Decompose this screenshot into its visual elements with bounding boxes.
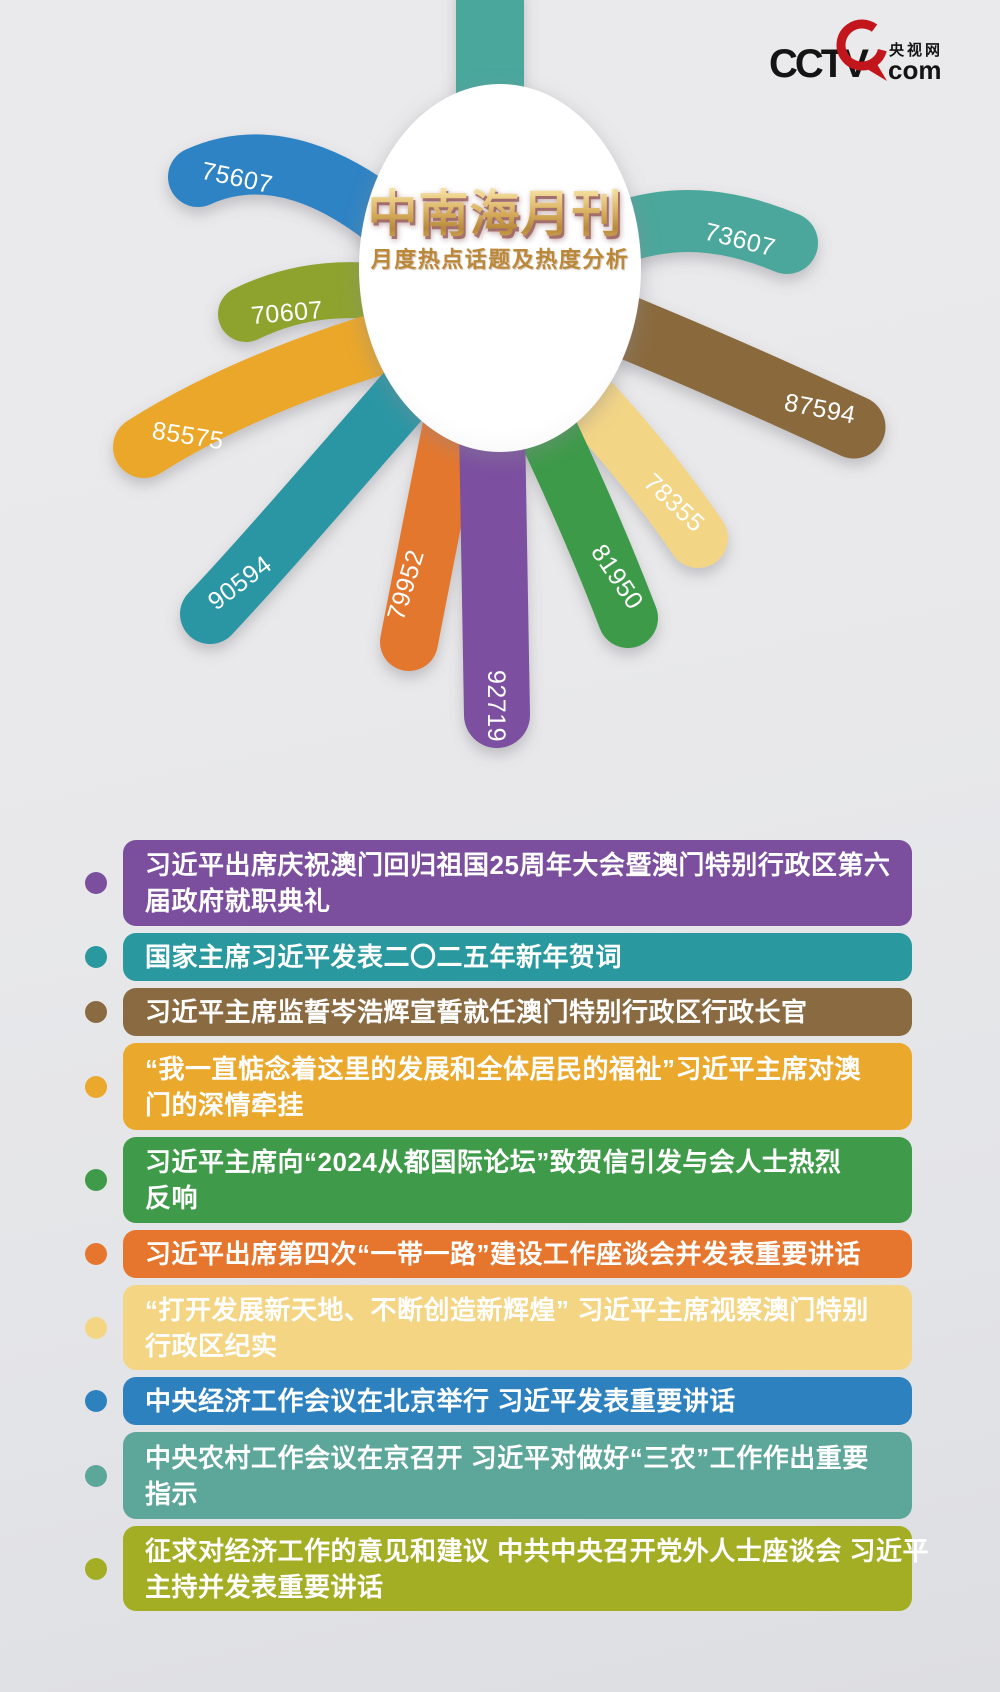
- topic-text-line: 行政区纪实: [145, 1330, 278, 1361]
- topic-row: “打开发展新天地、不断创造新辉煌” 习近平主席视察澳门特别 行政区纪实: [0, 1285, 1000, 1370]
- topic-bar: 中央农村工作会议在京召开 习近平对做好“三农”工作作出重要 指示: [123, 1432, 912, 1519]
- chart-subtitle: 月度热点话题及热度分析: [370, 247, 630, 272]
- topic-row: “我一直惦念着这里的发展和全体居民的福祉”习近平主席对澳 门的深情牵挂: [0, 1043, 1000, 1130]
- topic-rank-dot: [85, 1169, 107, 1191]
- petal-value-label: 70607: [250, 296, 324, 330]
- topic-text-line: 习近平出席第四次“一带一路”建设工作座谈会并发表重要讲话: [145, 1239, 862, 1269]
- petal-flower-chart: 9271990594875948557581950799527835575607…: [113, 0, 886, 748]
- topic-text-line: 届政府就职典礼: [145, 886, 331, 916]
- topic-rank-dot: [85, 1464, 107, 1487]
- petal: [459, 392, 530, 748]
- topic-text-line: 主持并发表重要讲话: [145, 1571, 384, 1602]
- topic-row: 习近平主席向“2024从都国际论坛”致贺信引发与会人士热烈 反响: [0, 1137, 1000, 1223]
- topic-bar: “打开发展新天地、不断创造新辉煌” 习近平主席视察澳门特别 行政区纪实: [123, 1285, 912, 1370]
- topic-text-line: 反响: [145, 1183, 199, 1213]
- topic-text-line: 指示: [145, 1478, 199, 1509]
- petal-value-label: 92719: [482, 670, 510, 742]
- topic-text-line: “我一直惦念着这里的发展和全体居民的福祉”习近平主席对澳: [145, 1053, 862, 1084]
- topic-bar: 习近平出席庆祝澳门回归祖国25周年大会暨澳门特别行政区第六 届政府就职典礼: [123, 840, 912, 926]
- topic-bar: 中央经济工作会议在北京举行 习近平发表重要讲话: [123, 1377, 912, 1425]
- topic-rank-dot: [85, 1075, 107, 1098]
- topic-rank-dot: [85, 1557, 107, 1580]
- topic-bar: 习近平主席监誓岑浩辉宣誓就任澳门特别行政区行政长官: [123, 988, 912, 1036]
- topic-rank-dot: [85, 872, 107, 894]
- topic-text-line: 习近平主席向“2024从都国际论坛”致贺信引发与会人士热烈: [145, 1147, 842, 1177]
- topic-bar: “我一直惦念着这里的发展和全体居民的福祉”习近平主席对澳 门的深情牵挂: [123, 1043, 912, 1130]
- topic-row: 习近平主席监誓岑浩辉宣誓就任澳门特别行政区行政长官: [0, 988, 1000, 1036]
- topic-row: 征求对经济工作的意见和建议 中共中央召开党外人士座谈会 习近平 主持并发表重要讲话: [0, 1526, 1000, 1611]
- topic-row: 中央经济工作会议在北京举行 习近平发表重要讲话: [0, 1377, 1000, 1425]
- topic-row: 习近平出席庆祝澳门回归祖国25周年大会暨澳门特别行政区第六 届政府就职典礼: [0, 840, 1000, 926]
- topic-rank-dot: [85, 1390, 107, 1412]
- topic-list: 习近平出席庆祝澳门回归祖国25周年大会暨澳门特别行政区第六 届政府就职典礼国家主席…: [0, 840, 1000, 1618]
- topic-row: 国家主席习近平发表二〇二五年新年贺词: [0, 933, 1000, 981]
- topic-bar: 习近平出席第四次“一带一路”建设工作座谈会并发表重要讲话: [123, 1230, 912, 1278]
- topic-text-line: 习近平出席庆祝澳门回归祖国25周年大会暨澳门特别行政区第六: [145, 850, 891, 880]
- topic-bar: 国家主席习近平发表二〇二五年新年贺词: [123, 933, 912, 981]
- chart-title: 中南海月刊: [368, 174, 623, 246]
- cctv-logo-swoosh-icon: [836, 19, 888, 81]
- topic-bar: 征求对经济工作的意见和建议 中共中央召开党外人士座谈会 习近平 主持并发表重要讲话: [123, 1526, 929, 1611]
- center-medallion: [359, 84, 641, 452]
- topic-text-line: 中央农村工作会议在京召开 习近平对做好“三农”工作作出重要: [145, 1442, 869, 1473]
- topic-row: 习近平出席第四次“一带一路”建设工作座谈会并发表重要讲话: [0, 1230, 1000, 1278]
- topic-rank-dot: [85, 946, 107, 968]
- topic-rank-dot: [85, 1316, 107, 1339]
- topic-rank-dot: [85, 1001, 107, 1023]
- topic-text-line: 中央经济工作会议在北京举行 习近平发表重要讲话: [145, 1386, 736, 1416]
- topic-text-line: 门的深情牵挂: [145, 1089, 305, 1120]
- cctv-logo-site-cn: 央视网: [889, 41, 943, 59]
- cctv-logo-site-suffix: com: [888, 55, 941, 85]
- topic-bar: 习近平主席向“2024从都国际论坛”致贺信引发与会人士热烈 反响: [123, 1137, 912, 1223]
- topic-text-line: “打开发展新天地、不断创造新辉煌” 习近平主席视察澳门特别: [145, 1294, 869, 1325]
- topic-rank-dot: [85, 1243, 107, 1265]
- topic-text-line: 国家主席习近平发表二〇二五年新年贺词: [145, 942, 623, 972]
- cctv-logo: CCTV 央视网 com: [769, 19, 943, 86]
- topic-row: 中央农村工作会议在京召开 习近平对做好“三农”工作作出重要 指示: [0, 1432, 1000, 1519]
- topic-text-line: 习近平主席监誓岑浩辉宣誓就任澳门特别行政区行政长官: [145, 997, 808, 1027]
- topic-text-line: 征求对经济工作的意见和建议 中共中央召开党外人士座谈会 习近平: [145, 1535, 929, 1566]
